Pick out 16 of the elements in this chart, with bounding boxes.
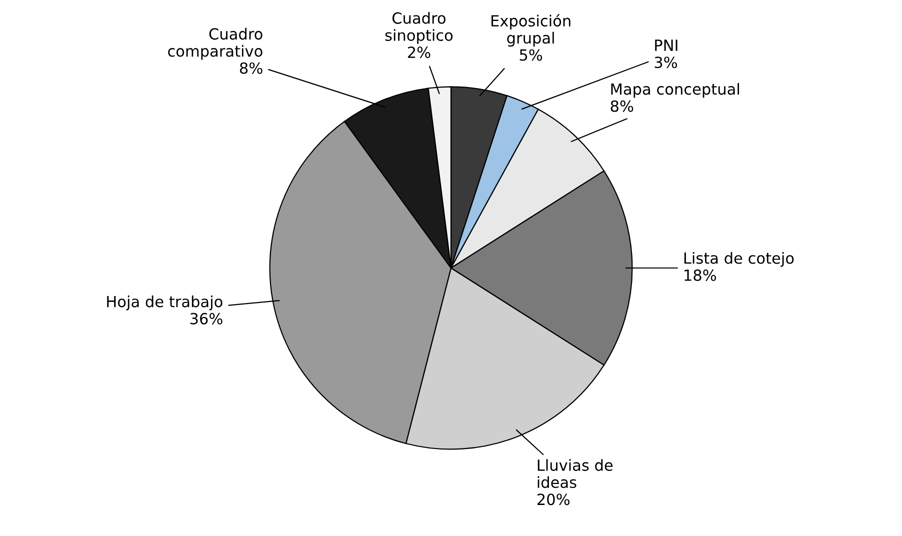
slice-label: Cuadro sinoptico xyxy=(385,12,453,44)
slice-label: Lluvias de ideas xyxy=(538,459,613,488)
slice-label: Hoja de trabajo xyxy=(107,296,222,310)
slice-label: Lista de cotejo xyxy=(684,252,794,267)
data-label: 8% xyxy=(610,100,634,112)
slice-label: PNI xyxy=(655,40,678,51)
data-label: 18% xyxy=(684,269,716,281)
data-label: 2% xyxy=(408,46,430,58)
slice-label: Mapa conceptual xyxy=(611,82,739,98)
data-label: 5% xyxy=(520,49,542,61)
data-label: 8% xyxy=(240,62,262,74)
data-label: 36% xyxy=(190,312,222,324)
slice-label: Cuadro comparativo xyxy=(168,28,262,60)
slice-label: Exposición grupal xyxy=(492,14,570,47)
data-label: 3% xyxy=(654,56,678,68)
data-label: 20% xyxy=(537,494,570,506)
